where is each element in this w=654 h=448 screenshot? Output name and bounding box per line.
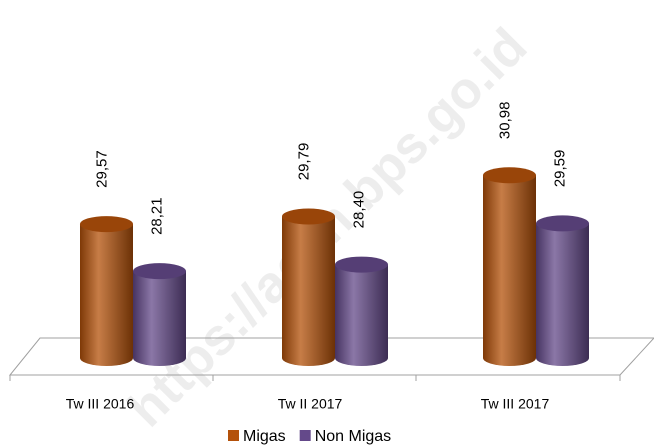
bar (133, 271, 186, 366)
bar-top (483, 167, 536, 184)
value-label: 29,57 (93, 150, 110, 188)
legend-label: Migas (243, 428, 286, 445)
bar (536, 223, 589, 366)
value-label: 28,40 (350, 191, 367, 229)
bar-top (536, 215, 589, 232)
bar-top (335, 256, 388, 273)
bar-top (80, 216, 133, 233)
bar (335, 264, 388, 366)
bar-top (282, 208, 335, 225)
value-label: 29,59 (551, 150, 568, 188)
bar (80, 224, 133, 366)
x-tick-label: Tw II 2017 (278, 396, 343, 412)
value-label: 30,98 (496, 102, 513, 140)
legend-swatch (299, 430, 311, 441)
x-tick-label: Tw III 2016 (66, 396, 135, 412)
x-tick-label: Tw III 2017 (481, 396, 550, 412)
bar (282, 216, 335, 366)
value-label: 29,79 (295, 143, 312, 181)
legend-label: Non Migas (315, 428, 391, 445)
bar (483, 175, 536, 366)
value-label: 28,21 (148, 197, 165, 235)
bar-top (133, 263, 186, 280)
legend-swatch (228, 430, 239, 441)
